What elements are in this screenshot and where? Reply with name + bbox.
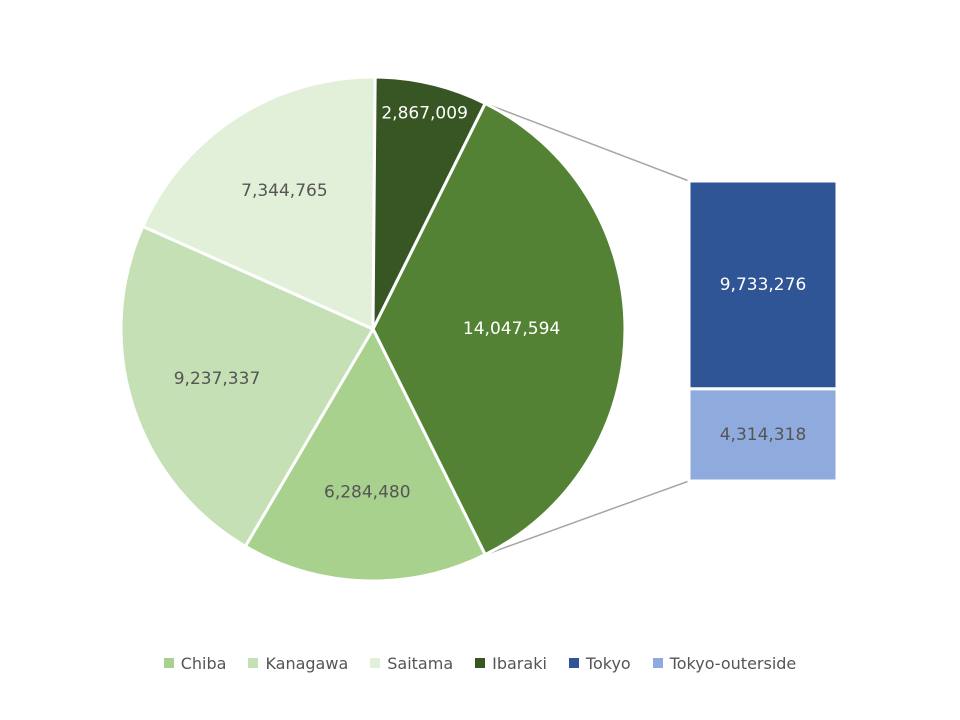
- pie-slice-tokyo-combined: [371, 101, 627, 557]
- connector-line-bottom: [484, 480, 690, 556]
- data-label-tokyo-outerside: 4,314,318: [720, 425, 807, 445]
- data-label-ibaraki: 2,867,009: [381, 103, 468, 123]
- legend-label: Tokyo: [585, 653, 631, 673]
- breakdown-bar: [687, 179, 839, 483]
- legend-label: Tokyo-outerside: [669, 653, 797, 673]
- legend-item-ibaraki: Ibaraki: [475, 654, 547, 673]
- pie-slice-chiba: [243, 327, 487, 583]
- legend-label: Kanagawa: [265, 653, 349, 673]
- data-label-kanagawa: 9,237,337: [174, 369, 261, 389]
- data-label-saitama: 7,344,765: [241, 181, 328, 201]
- legend-swatch: [652, 658, 663, 668]
- legend-swatch: [475, 658, 486, 668]
- connector-line-top: [484, 102, 690, 182]
- legend-label: Chiba: [180, 653, 227, 673]
- data-label-tokyo: 9,733,276: [720, 275, 807, 295]
- pie-slice-kanagawa: [119, 224, 375, 548]
- connector-lines: [484, 102, 690, 556]
- pie-slice-ibaraki: [371, 75, 487, 331]
- data-label-tokyo-combined: 14,047,594: [463, 319, 560, 339]
- legend-label: Saitama: [387, 653, 454, 673]
- legend: Chiba Kanagawa Saitama Ibaraki Tokyo Tokyo-ou…: [0, 650, 960, 676]
- legend-item-saitama: Saitama: [370, 654, 453, 673]
- pie: [119, 75, 627, 583]
- legend-swatch: [370, 658, 381, 668]
- data-labels: 14,047,594 6,284,480 9,237,337 7,344,765 2,8…: [174, 103, 807, 502]
- legend-swatch: [568, 658, 579, 668]
- legend-item-kanagawa: Kanagawa: [248, 654, 348, 673]
- legend-swatch: [163, 658, 174, 668]
- legend-item-tokyo-outerside: Tokyo-outerside: [652, 653, 797, 673]
- pie-slice-saitama: [141, 75, 377, 331]
- bar-segment-tokyo-outerside: [687, 387, 839, 483]
- legend-item-chiba: Chiba: [163, 653, 227, 673]
- data-label-chiba: 6,284,480: [324, 483, 411, 503]
- legend-swatch: [248, 658, 259, 668]
- legend-item-tokyo: Tokyo: [568, 653, 631, 673]
- legend-label: Ibaraki: [492, 653, 547, 673]
